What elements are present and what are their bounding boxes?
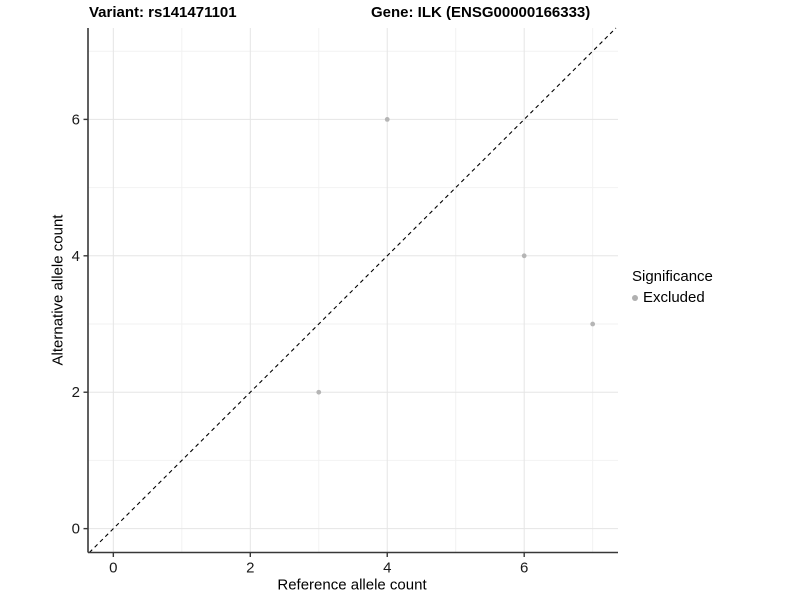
data-point <box>316 389 322 395</box>
x-tick-label: 0 <box>109 560 117 577</box>
data-point <box>590 321 596 327</box>
legend: Significance Excluded <box>632 268 713 306</box>
gene-title: Gene: ILK (ENSG00000166333) <box>371 4 591 21</box>
x-tick-label: 2 <box>246 560 254 577</box>
legend-item-label: Excluded <box>643 289 705 306</box>
y-tick-label: 2 <box>72 384 80 401</box>
x-tick-label: 4 <box>383 560 391 577</box>
y-tick-label: 4 <box>72 248 80 265</box>
legend-item-excluded: Excluded <box>632 289 713 306</box>
x-tick-label: 6 <box>520 560 528 577</box>
data-point <box>521 253 527 259</box>
y-tick-label: 0 <box>72 521 80 538</box>
y-axis-title: Alternative allele count <box>49 214 67 366</box>
variant-title: Variant: rs141471101 <box>89 4 237 21</box>
identity-reference-line <box>88 27 617 553</box>
legend-key-dot-icon <box>632 294 638 301</box>
y-tick-label: 6 <box>72 111 80 128</box>
legend-title: Significance <box>632 268 713 285</box>
data-point <box>384 116 390 122</box>
x-axis-title: Reference allele count <box>277 576 427 594</box>
